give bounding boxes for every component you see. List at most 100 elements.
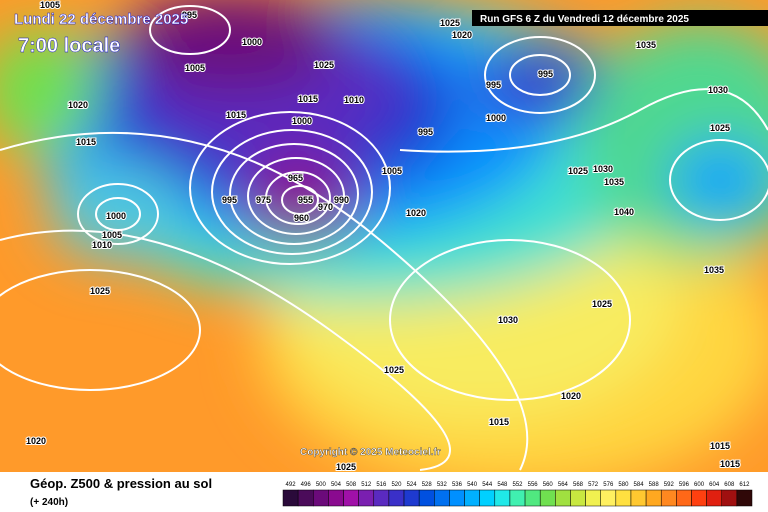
isobar-label: 970	[318, 202, 333, 212]
scale-label: 508	[346, 482, 357, 488]
isobar-label: 1025	[710, 123, 730, 133]
scale-label: 604	[709, 482, 720, 488]
scale-label: 568	[573, 482, 584, 488]
isobar-label: 1015	[76, 137, 96, 147]
scale-label: 504	[331, 482, 342, 488]
isobar-label: 1035	[704, 265, 724, 275]
scale-label: 600	[694, 482, 705, 488]
scale-swatch	[676, 489, 692, 507]
isobar-label: 1015	[720, 459, 740, 469]
scale-label: 584	[634, 482, 645, 488]
footer-title: Géop. Z500 & pression au sol	[30, 476, 212, 491]
scale-label: 548	[497, 482, 508, 488]
scale-swatch	[585, 489, 601, 507]
copyright: Copyright © 2025 Meteociel.fr	[300, 447, 441, 458]
isobar-label: 1020	[68, 100, 88, 110]
scale-label: 556	[528, 482, 539, 488]
scale-swatch	[358, 489, 375, 507]
isobar-label: 1005	[382, 166, 402, 176]
scale-swatch	[328, 489, 344, 507]
scale-swatch	[373, 489, 390, 507]
isobar-label: 975	[256, 195, 271, 205]
scale-label: 564	[558, 482, 569, 488]
scale-label: 592	[664, 482, 675, 488]
scale-swatch	[600, 489, 617, 507]
run-box	[472, 10, 768, 26]
scale-label: 580	[618, 482, 629, 488]
isobar-label: 1005	[102, 230, 122, 240]
isobar-label: 995	[538, 69, 553, 79]
scale-swatch	[721, 489, 738, 507]
scale-label: 500	[316, 482, 327, 488]
isobar-label: 960	[294, 213, 309, 223]
scale-label: 532	[437, 482, 448, 488]
isobar-label: 1005	[185, 63, 205, 73]
isobar-label: 1035	[636, 40, 656, 50]
scale-label: 544	[482, 482, 493, 488]
isobar-label: 1025	[336, 462, 356, 472]
scale-swatch	[297, 489, 314, 507]
isobar-label: 1020	[26, 436, 46, 446]
scale-swatch	[555, 489, 571, 507]
isobar-label: 1010	[344, 95, 364, 105]
isobar-label: 1015	[298, 94, 318, 104]
scale-label: 552	[512, 482, 523, 488]
scale-label: 496	[301, 482, 312, 488]
isobar-label: 1025	[314, 60, 334, 70]
scale-label: 608	[724, 482, 735, 488]
forecast-time: 7:00 locale	[18, 35, 120, 57]
isobar-label: 995	[182, 10, 197, 20]
isobar-label: 1035	[604, 177, 624, 187]
scale-swatch	[706, 489, 722, 507]
footer-lead: (+ 240h)	[30, 497, 68, 508]
scale-swatch	[645, 489, 662, 507]
isobar-label: 1025	[592, 299, 612, 309]
scale-label: 576	[603, 482, 614, 488]
isobar-label: 995	[222, 195, 237, 205]
scale-swatch	[403, 489, 420, 507]
scale-swatch	[449, 489, 465, 507]
isobar-label: 1000	[242, 37, 262, 47]
scale-label: 516	[376, 482, 387, 488]
scale-swatch	[539, 489, 556, 507]
isobar-label: 1025	[90, 286, 110, 296]
scale-label: 540	[467, 482, 478, 488]
isobar-label: 1010	[92, 240, 112, 250]
scale-label: 588	[649, 482, 660, 488]
scale-swatch	[434, 489, 450, 507]
isobar-label: 1025	[384, 365, 404, 375]
isobar-labels: 1005 995 1000 1025 1020 1035 995 1030 1025 1015 10…	[25, 0, 741, 473]
isobar-label: 955	[298, 195, 313, 205]
isobar-label: 965	[288, 173, 303, 183]
scale-label: 596	[679, 482, 690, 488]
scale-swatch	[509, 489, 526, 507]
scale-swatch	[570, 489, 586, 507]
isobar-label: 1025	[440, 18, 460, 28]
scale-swatch	[615, 489, 632, 507]
isobar-label: 995	[418, 127, 433, 137]
scale-swatch	[630, 489, 647, 507]
isobar-label: 1000	[106, 211, 126, 221]
isobar-label: 1015	[710, 441, 730, 451]
scale-label: 560	[543, 482, 554, 488]
scale-swatch	[464, 489, 480, 507]
isobar-label: 1000	[292, 116, 312, 126]
color-scale: 492 496 500 504 508 512 516 520 524 528 532 536 540 5…	[282, 482, 753, 507]
isobar-label: 990	[334, 195, 349, 205]
scale-swatch	[494, 489, 511, 507]
isobar-label: 1020	[406, 208, 426, 218]
scale-swatch	[524, 489, 541, 507]
isobar-label: 1015	[226, 110, 246, 120]
isobar-label: 1040	[614, 207, 634, 217]
isobar-label: 1005	[40, 0, 60, 10]
scale-label: 524	[407, 482, 418, 488]
scale-swatch	[343, 489, 359, 507]
isobar-label: 1020	[561, 391, 581, 401]
scale-label: 528	[422, 482, 433, 488]
scale-label: 572	[588, 482, 599, 488]
scale-label: 492	[286, 482, 297, 488]
scale-swatch	[282, 489, 299, 507]
run-info: Run GFS 6 Z du Vendredi 12 décembre 2025	[480, 14, 689, 25]
scale-swatch	[418, 489, 435, 507]
